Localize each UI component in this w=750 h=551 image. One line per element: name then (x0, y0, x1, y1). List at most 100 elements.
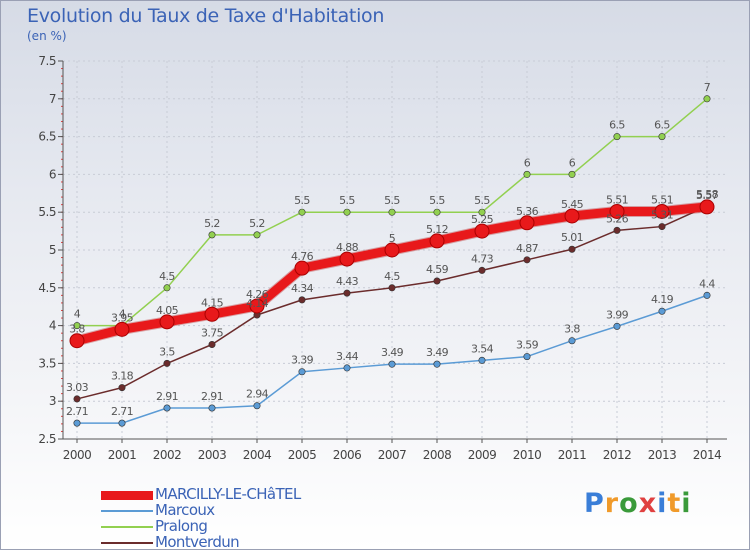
data-point (253, 402, 261, 410)
data-point (568, 337, 576, 345)
data-point (433, 208, 441, 216)
legend-swatch (101, 542, 153, 544)
data-label: 6.5 (609, 119, 625, 132)
legend-label: Pralong (155, 517, 208, 535)
logo-letter: o (619, 488, 639, 519)
legend-label: Montverdun (155, 533, 240, 551)
data-label: 3.75 (201, 327, 224, 340)
data-point (609, 203, 625, 219)
logo-letter: r (604, 488, 620, 519)
data-label: 3.99 (606, 308, 629, 321)
data-label: 3.49 (381, 346, 404, 359)
data-point (339, 251, 355, 267)
legend-label: MARCILLY-LE-CHâTEL (155, 485, 301, 503)
data-label: 4.26 (246, 288, 269, 301)
data-point (658, 307, 666, 315)
data-label: 4.4 (699, 277, 715, 290)
x-tick-label: 2001 (108, 448, 137, 462)
data-point (298, 208, 306, 216)
data-point (118, 384, 126, 392)
data-point (478, 356, 486, 364)
logo-letter: x (638, 488, 658, 519)
data-label: 4.15 (201, 296, 224, 309)
data-label: 4.59 (426, 263, 449, 276)
data-label: 5.5 (429, 194, 445, 207)
data-point (433, 360, 441, 368)
data-label: 3.8 (564, 323, 580, 336)
data-point (388, 208, 396, 216)
logo-letter: t (667, 488, 682, 519)
data-label: 4.5 (159, 270, 175, 283)
data-point (163, 284, 171, 292)
data-label: 3.8 (69, 323, 85, 336)
data-point (478, 266, 486, 274)
data-label: 4.76 (291, 250, 314, 263)
data-point (429, 233, 445, 249)
data-label: 3.39 (291, 354, 314, 367)
data-point (388, 284, 396, 292)
x-tick-label: 2007 (378, 448, 407, 462)
data-point (523, 170, 531, 178)
legend-swatch (101, 526, 153, 528)
y-tick-label: 4 (49, 319, 56, 333)
data-label: 4.87 (516, 242, 539, 255)
data-label: 3.03 (66, 381, 89, 394)
data-label: 6 (524, 156, 531, 169)
logo-letter: P (584, 488, 605, 519)
y-tick-label: 7 (49, 92, 56, 106)
x-tick-label: 2002 (153, 448, 182, 462)
data-point (388, 360, 396, 368)
chart-unit: (en %) (27, 29, 67, 43)
data-label: 4.5 (384, 270, 400, 283)
data-label: 5.45 (561, 198, 584, 211)
data-label: 5.12 (426, 223, 448, 236)
data-label: 4.19 (651, 293, 674, 306)
data-point (613, 226, 621, 234)
data-point (69, 333, 85, 349)
data-point (294, 260, 310, 276)
x-tick-label: 2009 (468, 448, 497, 462)
data-point (568, 245, 576, 253)
data-point (208, 404, 216, 412)
data-point (613, 133, 621, 141)
data-label: 4.05 (156, 304, 179, 317)
data-label: 5.57 (696, 189, 719, 202)
x-tick-label: 2000 (63, 448, 92, 462)
data-point (114, 321, 130, 337)
data-point (474, 223, 490, 239)
data-point (249, 298, 265, 314)
data-label: 3.44 (336, 350, 359, 363)
data-label: 5.5 (474, 194, 490, 207)
data-label: 2.71 (111, 405, 133, 418)
data-label: 5.51 (606, 193, 628, 206)
data-label: 5.58 (696, 188, 719, 201)
legend-label: Marcoux (155, 501, 215, 519)
x-tick-label: 2003 (198, 448, 227, 462)
data-label: 4.73 (471, 252, 494, 265)
data-point (564, 208, 580, 224)
data-point (703, 291, 711, 299)
data-label: 5.01 (561, 231, 583, 244)
y-tick-label: 2.5 (38, 432, 56, 446)
data-point (703, 95, 711, 103)
data-point (73, 419, 81, 427)
x-tick-label: 2012 (603, 448, 632, 462)
data-label: 3.95 (111, 311, 134, 324)
data-point (654, 203, 670, 219)
data-point (204, 306, 220, 322)
proxiti-logo: Proxiti (584, 488, 692, 519)
data-point (343, 364, 351, 372)
x-tick-label: 2014 (693, 448, 722, 462)
y-tick-label: 4.5 (38, 281, 56, 295)
x-tick-label: 2010 (513, 448, 542, 462)
data-label: 2.94 (246, 388, 269, 401)
legend-swatch (101, 490, 153, 500)
data-label: 4.43 (336, 275, 359, 288)
data-point (384, 242, 400, 258)
data-label: 6 (569, 156, 576, 169)
data-point (433, 277, 441, 285)
data-point (159, 314, 175, 330)
data-point (568, 170, 576, 178)
data-label: 5.26 (606, 212, 629, 225)
